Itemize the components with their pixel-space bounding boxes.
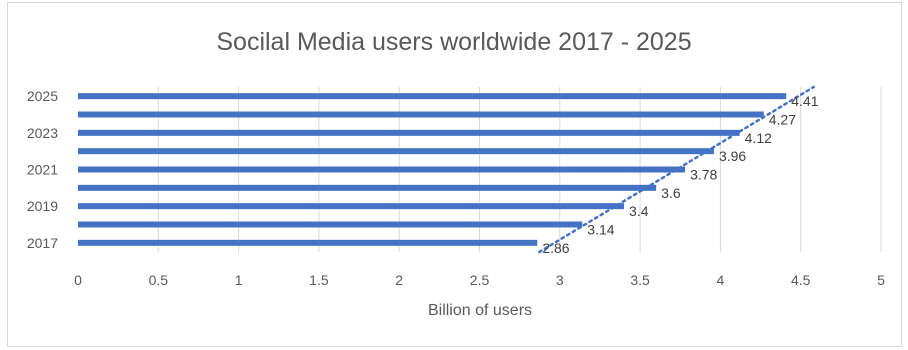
bar-2020 [78,184,657,191]
x-tick-label: 0.5 [149,272,169,288]
y-tick-label: 2021 [27,162,58,178]
data-label-2017: 2.86 [542,240,569,256]
y-tick-label: 2019 [27,198,58,214]
x-tick-label: 3 [556,272,564,288]
chart-title: Socilal Media users worldwide 2017 - 202… [216,28,692,56]
bar-2023 [78,129,740,136]
data-label-2024: 4.27 [769,112,796,128]
data-label-2018: 3.14 [587,222,614,238]
trendline [538,85,815,254]
x-tick-label: 2.5 [470,272,490,288]
bar-2017 [78,239,538,246]
x-tick-label: 4 [717,272,725,288]
bar-2021 [78,166,686,173]
y-tick-label: 2017 [27,235,58,251]
x-tick-label: 3.5 [630,272,650,288]
x-tick-label: 0 [74,272,82,288]
x-tick-label: 1 [235,272,243,288]
bar-2024 [78,111,764,118]
data-label-2019: 3.4 [629,203,649,219]
x-tick-label: 1.5 [309,272,329,288]
y-tick-label: 2023 [27,125,58,141]
data-label-2023: 4.12 [745,130,772,146]
bar-2022 [78,148,714,155]
data-label-2022: 3.96 [719,148,746,164]
x-tick-label: 2 [395,272,403,288]
x-tick-label: 4.5 [791,272,811,288]
x-axis-title: Billion of users [427,302,533,319]
bar-2018 [78,221,583,228]
data-label-2025: 4.41 [791,93,818,109]
data-label-2021: 3.78 [690,167,717,183]
x-tick-label: 5 [877,272,885,288]
bar-2019 [78,203,625,210]
bar-2025 [78,93,787,100]
y-tick-label: 2025 [27,88,58,104]
chart-area [7,2,902,347]
data-label-2020: 3.6 [661,185,681,201]
